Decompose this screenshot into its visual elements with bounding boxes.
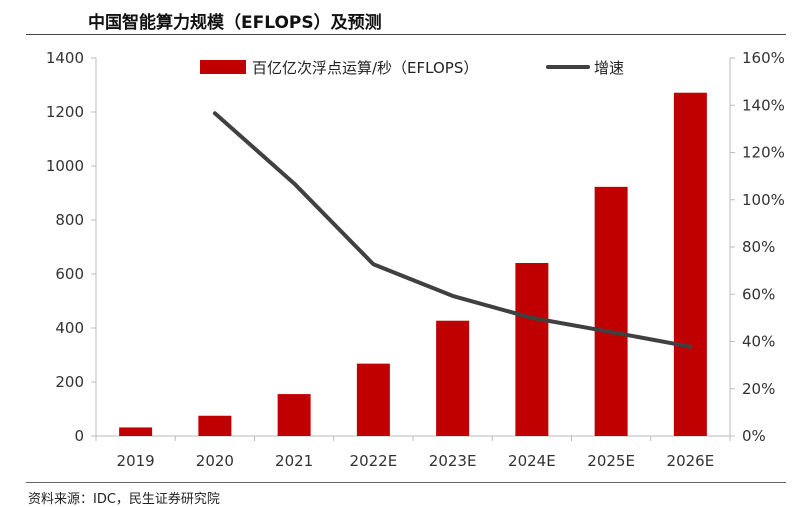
right-tick-label: 0% — [742, 427, 766, 445]
legend-bar-swatch — [200, 60, 246, 74]
x-tick-label: 2023E — [429, 452, 477, 470]
bar-2024E — [515, 263, 548, 436]
x-tick-label: 2025E — [587, 452, 635, 470]
source-divider — [26, 482, 786, 483]
chart: 0 200 400 600 800 1000 1200 1400 0% 20% 40% 60% 80% 1… — [0, 0, 812, 480]
right-tick-label: 60% — [742, 285, 775, 303]
right-tick-label: 80% — [742, 238, 775, 256]
x-tick-label: 2020 — [196, 452, 234, 470]
left-tick-label: 600 — [55, 265, 84, 283]
x-tick-label: 2026E — [667, 452, 715, 470]
right-tick-label: 100% — [742, 191, 785, 209]
bar-2019 — [119, 427, 152, 436]
bar-2025E — [595, 187, 628, 436]
x-tick-label: 2019 — [117, 452, 155, 470]
bar-2020 — [198, 416, 231, 436]
right-tick-label: 40% — [742, 333, 775, 351]
source-note: 资料来源：IDC，民生证券研究院 — [28, 488, 220, 507]
left-tick-label: 400 — [55, 319, 84, 337]
left-tick-label: 1000 — [46, 157, 84, 175]
right-tick-label: 160% — [742, 49, 785, 67]
x-tick-label: 2021 — [275, 452, 313, 470]
x-tick-label: 2022E — [350, 452, 398, 470]
legend-bar-label: 百亿亿次浮点运算/秒（EFLOPS） — [252, 59, 478, 77]
bar-2026E — [674, 93, 707, 436]
right-tick-label: 20% — [742, 380, 775, 398]
right-tick-label: 140% — [742, 96, 785, 114]
left-tick-label: 200 — [55, 373, 84, 391]
left-tick-label: 1200 — [46, 103, 84, 121]
left-tick-label: 0 — [74, 427, 84, 445]
legend-line-label: 增速 — [594, 59, 624, 77]
bar-2023E — [436, 321, 469, 436]
bar-2021 — [278, 394, 311, 436]
right-tick-label: 120% — [742, 144, 785, 162]
left-tick-label: 800 — [55, 211, 84, 229]
x-tick-label: 2024E — [508, 452, 556, 470]
left-tick-label: 1400 — [46, 49, 84, 67]
bar-2022E — [357, 364, 390, 436]
